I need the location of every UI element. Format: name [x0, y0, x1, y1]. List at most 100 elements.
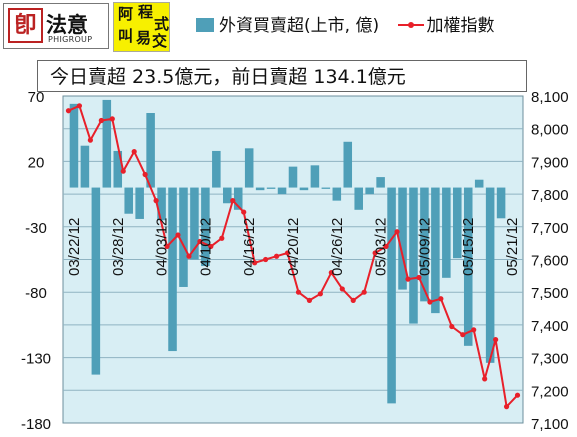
index-point: [142, 171, 148, 178]
legend-line-swatch: [398, 18, 425, 32]
index-point: [208, 243, 214, 250]
bar: [332, 187, 342, 201]
legend-bar-swatch: [196, 18, 214, 32]
right-axis-tick-label: 8,100: [531, 89, 569, 106]
index-point: [241, 209, 247, 215]
legend-line-item: 加權指數: [398, 11, 494, 36]
index-point: [427, 299, 433, 305]
left-axis-tick-label: 20: [28, 154, 45, 171]
index-point: [109, 116, 115, 122]
fayi-logo-subtitle: PHIGROUP: [48, 35, 93, 44]
chart-legend: 外資買賣超(上市, 億) 加權指數: [196, 11, 508, 36]
x-tick-label: 03/28/12: [110, 218, 127, 276]
x-tick-label: 05/03/12: [373, 218, 390, 276]
logo-char: 易: [136, 29, 152, 47]
bar: [69, 103, 79, 188]
bar: [463, 187, 473, 346]
index-point: [120, 168, 126, 174]
bar: [354, 187, 363, 210]
right-axis-tick-label: 7,400: [531, 318, 569, 335]
bar: [255, 187, 265, 191]
right-axis-tick-label: 7,800: [531, 187, 569, 204]
bar: [387, 187, 396, 404]
index-point: [350, 297, 356, 303]
bar: [212, 150, 221, 188]
index-point: [87, 137, 93, 143]
index-point: [328, 269, 334, 276]
index-point: [230, 198, 236, 204]
index-point: [471, 327, 477, 333]
bar: [91, 187, 101, 375]
bar: [277, 187, 287, 195]
bar: [453, 187, 462, 259]
index-point: [306, 297, 313, 303]
index-point: [460, 332, 466, 338]
bar: [398, 187, 407, 290]
index-point: [197, 238, 203, 245]
bar: [201, 187, 210, 267]
right-axis-tick-label: 7,700: [531, 220, 569, 237]
bar: [343, 141, 353, 188]
program-trading-logo: 阿 程 式 叫 易 交: [113, 2, 170, 52]
logo-char: 阿: [118, 5, 134, 23]
summary-box: 今日賣超 23.5億元，前日賣超 134.1億元: [37, 60, 527, 92]
bar: [310, 165, 320, 188]
bar: [113, 150, 123, 188]
index-point: [493, 337, 499, 343]
right-axis-tick-label: 7,300: [531, 351, 569, 368]
index-point: [438, 296, 444, 302]
bar: [80, 145, 90, 188]
right-axis-tick-label: 8,000: [531, 122, 569, 139]
bar: [365, 187, 374, 195]
right-axis-tick-label: 7,600: [531, 253, 569, 270]
index-point: [317, 291, 323, 297]
index-point: [252, 260, 258, 266]
x-tick-label: 03/22/12: [66, 218, 83, 276]
index-point: [98, 117, 104, 124]
index-point: [175, 232, 181, 238]
index-point: [131, 148, 137, 155]
left-axis-tick-label: 70: [28, 89, 45, 106]
right-axis-tick-label: 7,900: [531, 154, 569, 171]
bar: [102, 99, 112, 188]
index-point: [383, 243, 389, 250]
index-point: [394, 229, 400, 235]
x-tick-label: 05/09/12: [416, 218, 433, 276]
x-tick-label: 05/21/12: [504, 218, 521, 276]
bar: [299, 187, 309, 191]
index-point: [263, 256, 269, 263]
logo-char: 交: [152, 32, 168, 50]
bar: [474, 179, 484, 188]
bar: [409, 187, 418, 324]
index-point: [503, 404, 510, 410]
left-axis-tick-label: -30: [25, 220, 47, 237]
index-point: [219, 235, 225, 241]
bar: [124, 187, 133, 214]
bar: [442, 187, 451, 278]
logo-char: 程: [138, 3, 154, 21]
x-tick-label: 04/03/12: [154, 218, 171, 276]
index-point: [273, 253, 280, 259]
bar: [190, 187, 199, 260]
bar: [485, 187, 495, 363]
fayi-logo: 卽 法意 PHIGROUP: [3, 3, 109, 49]
bar: [168, 187, 177, 352]
right-axis-tick-label: 7,100: [531, 416, 569, 433]
legend-bar-item: 外資買賣超(上市, 億): [196, 11, 379, 36]
x-tick-label: 04/26/12: [329, 218, 346, 276]
x-tick-label: 04/20/12: [285, 218, 302, 276]
bar: [288, 166, 298, 188]
index-point: [372, 250, 378, 256]
index-point: [76, 103, 83, 109]
bar: [179, 187, 188, 287]
index-point: [153, 198, 159, 204]
bar: [496, 187, 506, 219]
fayi-logo-name: 法意: [46, 13, 88, 37]
index-point: [295, 289, 302, 295]
bar: [431, 187, 440, 314]
bar: [376, 177, 385, 188]
index-point: [449, 323, 455, 330]
index-point: [186, 253, 192, 259]
fayi-seal-icon: 卽: [8, 8, 43, 43]
